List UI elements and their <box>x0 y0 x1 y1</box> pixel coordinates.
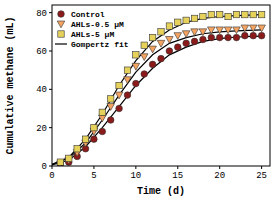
plot-frame <box>52 5 270 166</box>
data-point <box>149 61 156 68</box>
data-point <box>124 67 130 73</box>
data-point <box>124 77 132 84</box>
data-point <box>116 82 122 88</box>
data-point <box>74 146 80 152</box>
data-point <box>241 25 249 32</box>
data-point <box>91 124 97 130</box>
y-tick-label: 0 <box>42 162 47 172</box>
legend-label: AHLs-5 μM <box>71 30 114 39</box>
data-point <box>133 80 140 87</box>
x-axis-label: Time (d) <box>137 186 185 197</box>
data-point <box>250 32 257 39</box>
data-point <box>174 44 181 51</box>
data-point <box>107 104 115 111</box>
legend-line <box>55 43 67 44</box>
data-point <box>166 37 174 44</box>
y-tick-label: 80 <box>36 9 47 19</box>
data-point <box>249 25 257 32</box>
legend-marker <box>58 31 64 37</box>
data-point <box>233 11 239 17</box>
data-point <box>174 33 182 40</box>
data-point <box>149 34 155 40</box>
data-point <box>133 52 139 58</box>
data-point <box>208 34 215 41</box>
data-point <box>216 27 224 34</box>
data-point <box>140 54 148 61</box>
data-point <box>99 109 105 115</box>
data-point <box>158 55 165 62</box>
data-point <box>216 34 223 41</box>
x-tick-label: 25 <box>256 171 267 181</box>
legend-label: AHLs-0.5 μM <box>71 20 124 29</box>
data-point <box>157 40 165 47</box>
data-point <box>91 136 98 143</box>
data-point <box>66 155 72 161</box>
data-point <box>242 11 248 17</box>
data-point <box>216 11 222 17</box>
data-point <box>208 11 214 17</box>
data-point <box>233 34 240 41</box>
data-point <box>258 25 266 32</box>
legend-label: Gompertz fit <box>71 40 129 49</box>
data-point <box>166 23 172 29</box>
y-tick-label: 60 <box>36 47 47 57</box>
data-point <box>99 115 107 122</box>
y-tick-label: 20 <box>36 124 47 134</box>
y-axis-label: Cumulative methane (mL) <box>5 16 16 154</box>
legend-marker <box>57 21 65 28</box>
data-point <box>258 11 264 17</box>
x-tick-label: 20 <box>214 171 225 181</box>
data-point <box>107 117 114 124</box>
data-point <box>182 31 190 38</box>
data-point <box>224 27 232 34</box>
data-point <box>82 136 88 142</box>
y-tick-label: 40 <box>36 85 47 95</box>
data-point <box>158 29 164 35</box>
x-tick-label: 5 <box>91 171 96 181</box>
data-point <box>132 63 140 70</box>
data-point <box>250 11 256 17</box>
data-point <box>115 92 123 99</box>
data-point <box>124 92 131 99</box>
data-point <box>141 42 147 48</box>
x-tick-label: 10 <box>130 171 141 181</box>
data-point <box>191 15 197 21</box>
data-point <box>258 32 265 39</box>
data-point <box>149 46 157 53</box>
fit-line <box>52 30 262 165</box>
data-point <box>107 96 113 102</box>
data-point <box>200 36 207 43</box>
data-point <box>166 48 173 55</box>
data-point <box>99 128 106 135</box>
data-point <box>242 32 249 39</box>
fit-line <box>52 15 262 165</box>
x-tick-label: 0 <box>49 171 54 181</box>
x-tick-label: 15 <box>172 171 183 181</box>
data-point <box>191 38 198 45</box>
legend-label: Control <box>71 10 105 19</box>
data-point <box>183 40 190 47</box>
chart: 0 5 10 15 20 25 0 20 40 60 80 Time (d) Cumulative me… <box>0 0 276 199</box>
data-point <box>225 13 231 19</box>
data-point <box>225 34 232 41</box>
data-point <box>208 27 216 34</box>
data-point <box>116 105 123 112</box>
data-point <box>183 17 189 23</box>
data-point <box>199 29 207 36</box>
data-point <box>141 71 148 78</box>
data-point <box>233 27 241 34</box>
plot-area <box>52 11 265 166</box>
legend-marker <box>58 11 65 18</box>
data-point <box>175 19 181 25</box>
data-point <box>57 159 63 165</box>
data-point <box>191 29 199 36</box>
data-point <box>200 13 206 19</box>
